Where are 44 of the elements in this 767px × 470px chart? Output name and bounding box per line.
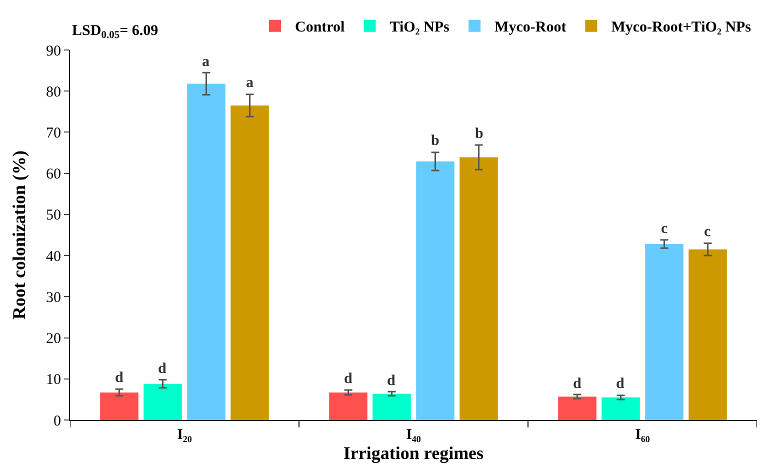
data-label: d <box>344 371 353 387</box>
bar <box>329 392 368 420</box>
x-tick-label: I₄₀ <box>406 427 422 443</box>
legend-label: Myco-Root <box>494 20 566 36</box>
data-label: b <box>431 133 440 149</box>
data-label: d <box>616 376 625 392</box>
data-label: d <box>573 376 582 392</box>
data-label: c <box>661 221 668 237</box>
bar <box>230 106 269 420</box>
bar <box>100 392 138 420</box>
bar <box>558 396 596 420</box>
data-label: a <box>202 54 210 70</box>
y-tick-label: 10 <box>46 372 61 388</box>
bar <box>460 157 498 420</box>
y-tick-label: 20 <box>46 331 61 348</box>
text: LSD$_{0.05}$= 6.09 <box>72 23 158 42</box>
x-tick-label: I₆₀ <box>635 427 650 443</box>
y-axis-title: Root colonization (%) <box>9 150 30 320</box>
y-tick-label: 40 <box>46 248 61 265</box>
legend-label: Control <box>295 20 345 36</box>
bar <box>602 397 640 420</box>
data-label: b <box>475 126 484 142</box>
y-tick-label: 60 <box>46 166 61 183</box>
data-label: a <box>246 75 254 91</box>
data-label: c <box>704 224 711 240</box>
data-label: d <box>115 370 124 386</box>
x-axis-title: Irrigation regimes <box>343 443 484 463</box>
y-tick-label: 80 <box>46 84 61 100</box>
bar <box>372 394 411 420</box>
bar <box>187 84 226 420</box>
y-tick-label: 50 <box>46 208 61 224</box>
bar <box>416 161 454 420</box>
x-tick-label: I₂₀ <box>177 427 192 443</box>
legend-label: Myco-Root+TiO₂ NPs <box>611 20 752 36</box>
y-tick-label: 90 <box>46 43 61 60</box>
y-tick-label: 30 <box>46 290 61 306</box>
bar <box>144 384 182 420</box>
y-tick-label: 70 <box>46 125 61 142</box>
data-label: d <box>387 373 396 389</box>
bar <box>688 249 727 420</box>
y-tick-label: 0 <box>54 413 61 430</box>
bar <box>645 244 684 420</box>
legend-label: TiO₂ NPs <box>390 20 450 36</box>
data-label: d <box>158 361 167 377</box>
